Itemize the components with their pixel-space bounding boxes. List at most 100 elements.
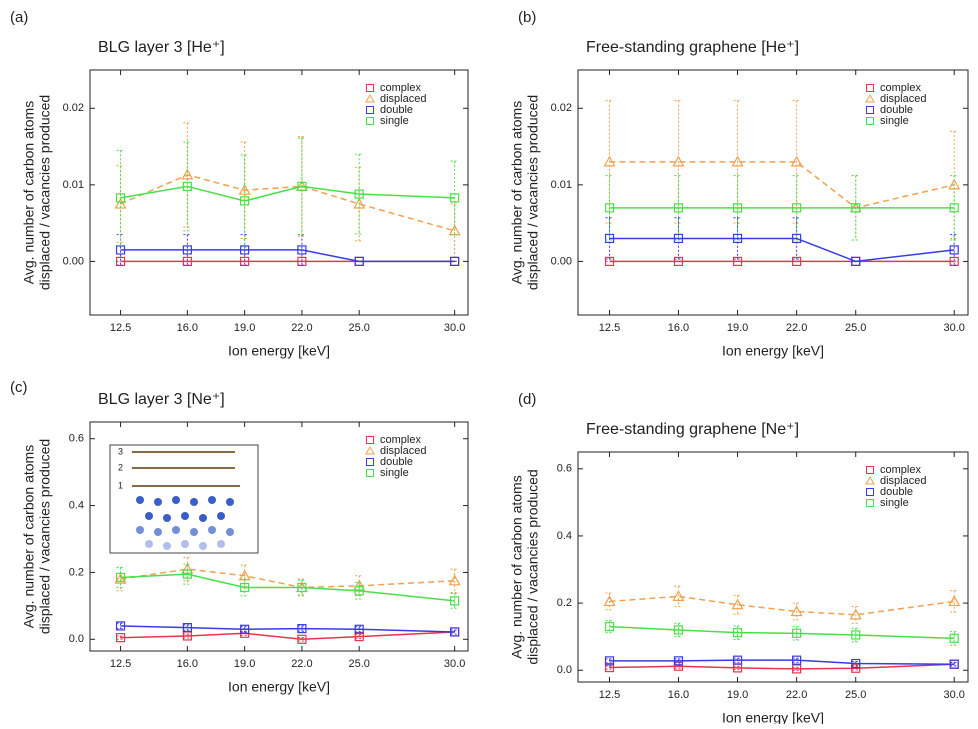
y-tick-label: 0.4 — [69, 499, 84, 511]
legend-marker — [365, 445, 375, 455]
error-bar — [605, 217, 614, 260]
x-axis-label: Ion energy [keV] — [228, 679, 330, 695]
x-tick-label: 19.0 — [234, 322, 255, 334]
marker — [949, 659, 959, 669]
error-bar — [183, 633, 192, 639]
legend-label: complex — [880, 464, 921, 476]
marker — [949, 633, 959, 643]
marker — [673, 661, 684, 671]
error-bar — [355, 153, 364, 235]
x-tick-label: 16.0 — [668, 689, 689, 701]
series-line — [120, 568, 455, 589]
y-tick-label: 0.6 — [69, 433, 84, 445]
legend-marker — [366, 469, 374, 477]
x-tick-label: 22.0 — [291, 322, 312, 334]
legend-marker — [866, 117, 874, 125]
error-bar — [450, 568, 459, 593]
marker — [240, 582, 250, 593]
y-tick-label: 0.01 — [551, 179, 572, 191]
marker — [238, 183, 251, 195]
series-line — [609, 625, 955, 640]
x-tick-label: 16.0 — [668, 322, 689, 334]
y-axis-label: Avg. number of carbon atoms — [21, 101, 37, 284]
error-bar — [183, 624, 192, 631]
panel-label: (c) — [10, 379, 28, 396]
x-tick-label: 30.0 — [944, 689, 965, 701]
y-axis-label: displaced / vacancies produced — [525, 469, 541, 664]
legend-marker — [865, 475, 875, 485]
error-bar — [733, 594, 742, 615]
marker — [182, 181, 192, 191]
marker — [297, 245, 307, 255]
y-axis-label: Avg. number of carbon atoms — [21, 445, 37, 628]
marker — [182, 245, 192, 255]
marker — [114, 572, 127, 584]
marker — [731, 598, 744, 610]
legend-label: displaced — [380, 445, 426, 457]
error-bar — [605, 620, 614, 634]
marker — [673, 233, 684, 244]
series-line — [609, 663, 955, 670]
legend-label: displaced — [380, 93, 426, 105]
marker — [732, 203, 743, 213]
marker — [115, 633, 126, 643]
x-tick-label: 19.0 — [727, 689, 748, 701]
marker — [604, 233, 615, 244]
error-bar — [792, 657, 801, 663]
error-bar — [450, 629, 459, 635]
legend-label: single — [880, 497, 909, 509]
marker — [450, 193, 460, 203]
series-line — [120, 625, 455, 633]
marker — [354, 189, 364, 199]
y-tick-label: 0.0 — [557, 664, 572, 676]
x-tick-label: 16.0 — [177, 658, 198, 670]
error-bar — [116, 566, 125, 588]
x-tick-label: 22.0 — [291, 658, 312, 670]
error-bar — [733, 657, 742, 663]
x-tick-label: 12.5 — [110, 322, 131, 334]
error-bar — [355, 634, 364, 640]
legend-marker — [865, 93, 875, 103]
error-bar — [116, 149, 125, 246]
marker — [354, 586, 364, 596]
error-bar — [183, 234, 192, 266]
marker — [792, 628, 802, 638]
y-tick-label: 0.00 — [63, 255, 84, 267]
series-line — [120, 249, 455, 263]
x-tick-label: 19.0 — [727, 322, 748, 334]
marker — [450, 627, 460, 637]
inset-label: 1 — [118, 480, 123, 490]
legend-label: displaced — [880, 93, 926, 105]
error-bar — [792, 602, 801, 621]
marker — [353, 579, 366, 591]
marker — [354, 256, 364, 267]
marker — [949, 203, 959, 213]
series-line — [609, 161, 955, 209]
marker — [851, 203, 861, 213]
legend-label: double — [880, 486, 913, 498]
error-bar — [605, 592, 614, 611]
x-tick-label: 30.0 — [444, 658, 465, 670]
legend-marker — [366, 458, 374, 466]
legend-marker — [366, 117, 374, 125]
legend-label: double — [880, 104, 913, 116]
x-tick-label: 22.0 — [786, 689, 807, 701]
inset — [109, 444, 259, 554]
marker — [604, 203, 615, 213]
inset-label: 2 — [118, 462, 123, 472]
error-bar — [792, 626, 801, 641]
marker — [673, 656, 684, 666]
error-bar — [733, 625, 742, 640]
error-bar — [674, 622, 683, 638]
marker — [604, 656, 615, 666]
legend-marker — [366, 106, 374, 114]
y-axis-label: displaced / vacancies produced — [37, 95, 53, 290]
marker — [297, 582, 307, 593]
marker — [450, 256, 460, 267]
inset-label: 3 — [118, 446, 123, 456]
marker — [115, 621, 126, 631]
marker — [731, 155, 744, 167]
x-tick-label: 19.0 — [234, 658, 255, 670]
marker — [450, 596, 460, 606]
